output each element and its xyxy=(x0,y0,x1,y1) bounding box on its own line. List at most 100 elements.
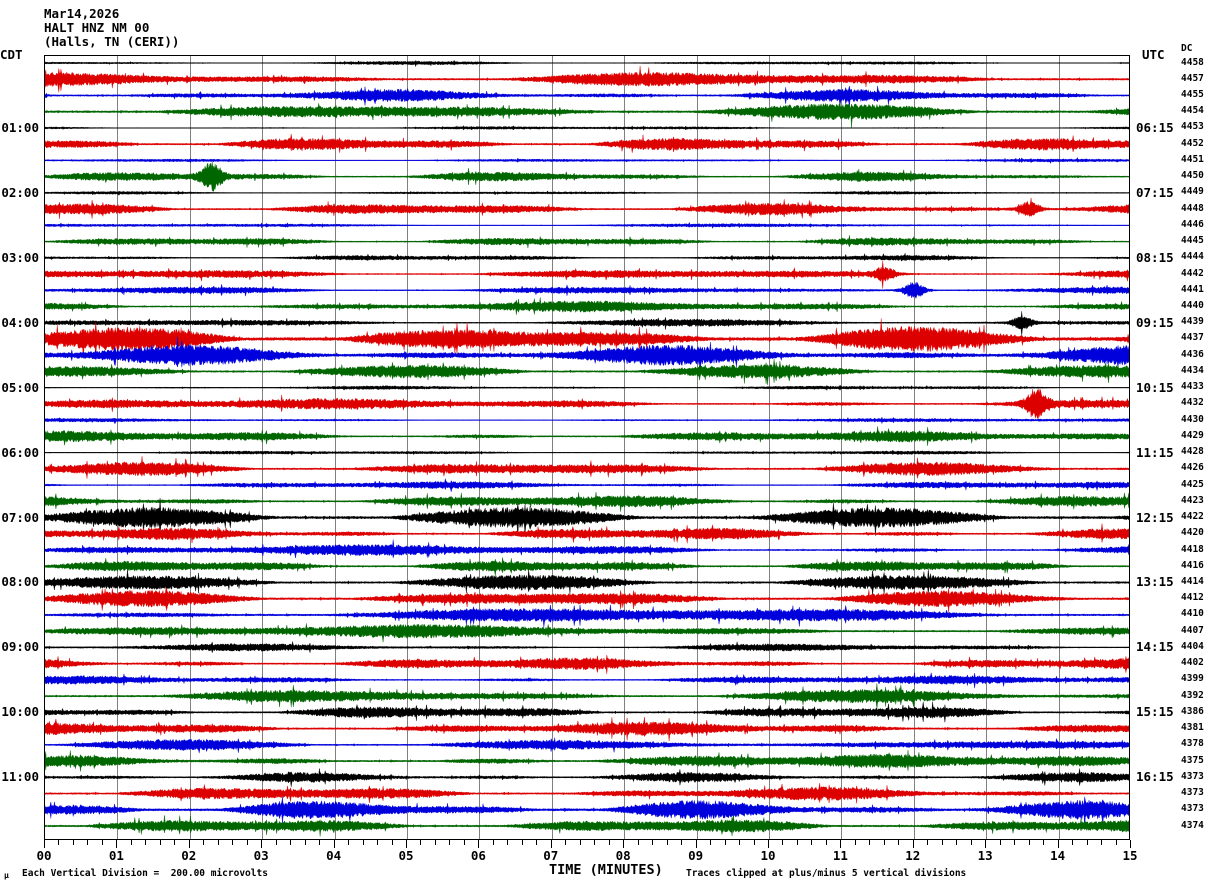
x-axis-minor-tick xyxy=(203,840,204,845)
dc-value-label: 4412 xyxy=(1181,592,1204,604)
x-axis-minor-tick xyxy=(855,840,856,845)
x-axis-minor-tick xyxy=(739,840,740,845)
helicorder-plot-area[interactable] xyxy=(44,55,1130,840)
x-axis-minor-tick xyxy=(87,840,88,845)
x-axis-minor-tick xyxy=(1043,840,1044,845)
x-axis-minor-tick xyxy=(710,840,711,845)
dc-value-label: 4452 xyxy=(1181,137,1204,149)
cdt-hour-label: 09:00 xyxy=(1,639,39,655)
x-axis-minor-tick xyxy=(536,840,537,845)
utc-hour-label: 07:15 xyxy=(1136,184,1174,200)
vertical-gridline xyxy=(262,56,263,839)
utc-hour-label: 10:15 xyxy=(1136,379,1174,395)
x-axis-minor-tick xyxy=(1087,840,1088,845)
x-axis-minor-tick xyxy=(667,840,668,845)
x-axis-minor-tick xyxy=(58,840,59,845)
dc-value-label: 4423 xyxy=(1181,494,1204,506)
x-axis-minor-tick xyxy=(363,840,364,845)
dc-value-label: 4440 xyxy=(1181,300,1204,311)
dc-value-label: 4457 xyxy=(1181,72,1204,84)
vertical-gridline xyxy=(117,56,118,839)
vertical-gridline xyxy=(479,56,480,839)
x-axis-minor-tick xyxy=(652,840,653,845)
x-axis-minor-tick xyxy=(145,840,146,845)
utc-hour-label: 11:15 xyxy=(1136,444,1174,460)
cdt-hour-label: 05:00 xyxy=(1,379,39,395)
dc-value-label: 4437 xyxy=(1181,332,1204,344)
dc-value-label: 4420 xyxy=(1181,527,1204,539)
x-axis-minor-tick xyxy=(1014,840,1015,845)
dc-value-label: 4451 xyxy=(1181,153,1204,165)
x-axis-minor-tick xyxy=(218,840,219,845)
axis-label-dc: DC xyxy=(1181,43,1193,54)
x-axis-tick-label: 15 xyxy=(1122,848,1138,863)
dc-value-label: 4434 xyxy=(1181,364,1204,376)
x-axis-minor-tick xyxy=(232,840,233,845)
dc-value-label: 4442 xyxy=(1181,267,1204,279)
x-axis-minor-tick xyxy=(493,840,494,845)
x-axis-minor-tick xyxy=(927,840,928,845)
x-axis-minor-tick xyxy=(1101,840,1102,845)
cdt-hour-label: 07:00 xyxy=(1,509,39,525)
utc-hour-label-column: 06:15 07:15 08:15 09:15 10:15 11:15 12:15 13:15… xyxy=(1136,0,1180,886)
dc-value-label: 4458 xyxy=(1181,56,1204,68)
header-station: HALT HNZ NM 00 xyxy=(44,20,150,35)
seismic-trace xyxy=(45,56,1129,839)
dc-value-label: 4375 xyxy=(1181,754,1204,766)
x-axis-ticks xyxy=(44,840,1131,848)
dc-value-label: 4449 xyxy=(1181,186,1204,198)
x-axis-minor-tick xyxy=(869,840,870,845)
x-axis-minor-tick xyxy=(782,840,783,845)
utc-hour-label: 12:15 xyxy=(1136,509,1174,525)
dc-value-label: 4378 xyxy=(1181,738,1204,750)
dc-value-label: 4399 xyxy=(1181,673,1204,685)
dc-value-label: 4414 xyxy=(1181,575,1204,587)
dc-value-label: 4373 xyxy=(1181,770,1204,782)
dc-value-label: 4454 xyxy=(1181,105,1204,117)
dc-value-label: 4439 xyxy=(1181,316,1204,328)
x-axis-minor-tick xyxy=(638,840,639,845)
x-axis-minor-tick xyxy=(102,840,103,845)
x-axis-tick-label: 09 xyxy=(688,848,704,863)
footer-scale-note: Each Vertical Division = 200.00 microvol… xyxy=(22,868,268,879)
dc-value-label: 4448 xyxy=(1181,202,1204,214)
x-axis-major-tick xyxy=(1058,840,1059,848)
x-axis-major-tick xyxy=(985,840,986,848)
dc-value-label: 4455 xyxy=(1181,88,1204,100)
vertical-gridline xyxy=(1059,56,1060,839)
x-axis-tick-label: 13 xyxy=(977,848,993,863)
vertical-gridline xyxy=(552,56,553,839)
utc-hour-label: 06:15 xyxy=(1136,119,1174,135)
x-axis-tick-label: 08 xyxy=(615,848,631,863)
dc-value-label: 4381 xyxy=(1181,722,1204,734)
dc-value-label: 4428 xyxy=(1181,446,1204,458)
x-axis-major-tick xyxy=(406,840,407,848)
x-axis-title: TIME (MINUTES) xyxy=(549,862,663,878)
dc-value-label: 4373 xyxy=(1181,787,1204,799)
x-axis-major-tick xyxy=(623,840,624,848)
utc-hour-label: 16:15 xyxy=(1136,769,1174,785)
x-axis-minor-tick xyxy=(73,840,74,845)
x-axis-minor-tick xyxy=(319,840,320,845)
x-axis-minor-tick xyxy=(826,840,827,845)
x-axis-tick-label: 04 xyxy=(326,848,342,863)
x-axis-minor-tick xyxy=(131,840,132,845)
x-axis-tick-label: 02 xyxy=(181,848,197,863)
dc-value-label: 4441 xyxy=(1181,283,1204,295)
dc-value-label: 4436 xyxy=(1181,348,1204,360)
x-axis-minor-tick xyxy=(725,840,726,845)
x-axis-minor-tick xyxy=(449,840,450,845)
x-axis-minor-tick xyxy=(160,840,161,845)
x-axis-major-tick xyxy=(768,840,769,848)
x-axis-tick-label: 12 xyxy=(905,848,921,863)
x-axis-minor-tick xyxy=(290,840,291,845)
vertical-gridline xyxy=(841,56,842,839)
dc-value-column: 4458 4457 4455 4454 4453 4452 4451 4450 4449 4448… xyxy=(1181,0,1210,886)
x-axis-major-tick xyxy=(189,840,190,848)
x-axis-minor-tick xyxy=(754,840,755,845)
x-axis-minor-tick xyxy=(348,840,349,845)
cdt-hour-label: 10:00 xyxy=(1,704,39,720)
dc-value-label: 4410 xyxy=(1181,608,1204,620)
vertical-gridline xyxy=(335,56,336,839)
